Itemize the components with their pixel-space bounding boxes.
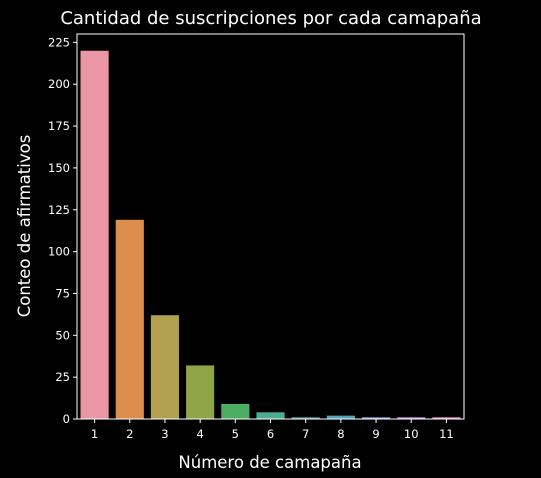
y-tick-label: 0 — [63, 412, 70, 426]
y-tick-label: 100 — [48, 245, 70, 259]
bar-4 — [186, 365, 215, 419]
x-tick-label: 4 — [196, 427, 203, 441]
bar-8 — [326, 415, 355, 419]
y-tick-label: 75 — [55, 286, 70, 300]
bar-9 — [361, 417, 391, 419]
x-tick-label: 9 — [372, 427, 379, 441]
chart-title: Cantidad de suscripciones por cada camap… — [60, 8, 481, 29]
y-axis-label: Conteo de afirmativos — [15, 135, 34, 318]
y-tick-label: 225 — [48, 35, 70, 49]
y-tick-label: 125 — [48, 203, 70, 217]
bar-10 — [397, 417, 426, 419]
bar-5 — [221, 403, 250, 419]
x-tick-label: 11 — [439, 427, 454, 441]
y-tick-label: 175 — [48, 119, 70, 133]
x-tick-label: 8 — [337, 427, 344, 441]
bar-2 — [115, 219, 144, 419]
x-tick-label: 6 — [267, 427, 274, 441]
x-tick-label: 1 — [91, 427, 98, 441]
x-tick-label: 2 — [126, 427, 133, 441]
x-tick-label: 5 — [232, 427, 239, 441]
y-tick-label: 50 — [55, 328, 70, 342]
x-tick-label: 3 — [161, 427, 168, 441]
x-axis-label: Número de camapaña — [178, 453, 361, 472]
bar-6 — [256, 412, 285, 419]
bar-1 — [80, 50, 109, 420]
y-tick-label: 25 — [55, 370, 70, 384]
bar-7 — [291, 417, 320, 419]
plot-area: 0 25 50 75 100 125 150 175 200 225 1 2 3 4 5 6 7 8 9 10 11 — [48, 33, 465, 441]
x-tick-label: 7 — [302, 427, 309, 441]
y-tick-label: 200 — [48, 77, 70, 91]
bar-11 — [432, 417, 461, 419]
y-tick-label: 150 — [48, 161, 70, 175]
bar-3 — [150, 315, 180, 419]
x-tick-label: 10 — [404, 427, 419, 441]
